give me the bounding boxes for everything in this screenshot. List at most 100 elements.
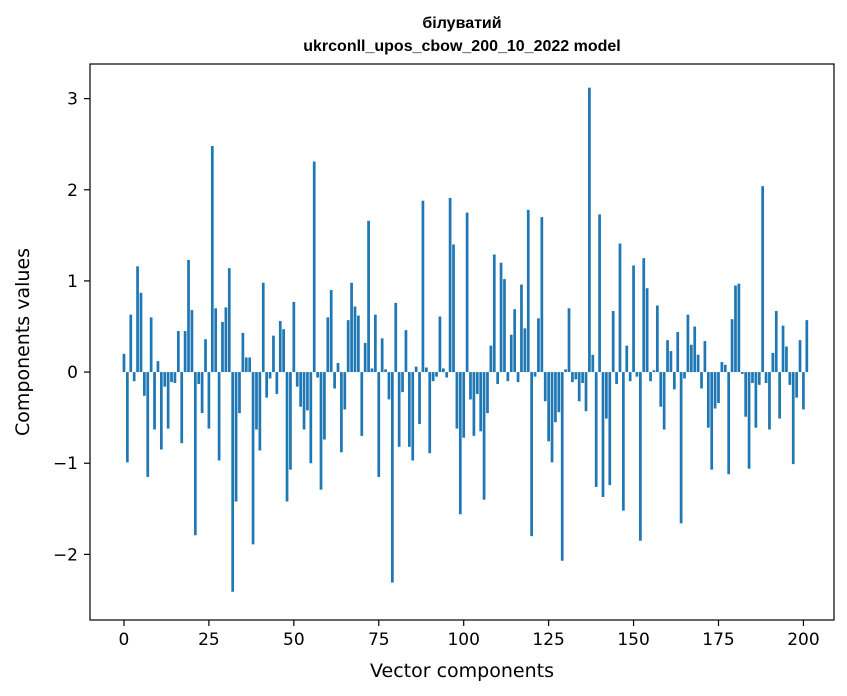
bar-65 (343, 372, 347, 410)
bar-105 (479, 372, 483, 432)
bar-199 (798, 340, 802, 373)
x-tick-label: 175 (702, 630, 734, 650)
bar-193 (778, 372, 781, 419)
bar-156 (652, 370, 656, 373)
bar-95 (445, 372, 449, 378)
bar-180 (734, 285, 737, 373)
bar-15 (173, 372, 177, 384)
bar-163 (676, 331, 680, 373)
y-tick-label: 3 (67, 90, 78, 110)
bar-160 (666, 340, 669, 373)
bar-52 (299, 372, 302, 407)
bar-170 (700, 372, 703, 389)
bar-88 (421, 200, 425, 373)
bar-190 (768, 372, 771, 430)
bar-87 (418, 372, 421, 425)
bar-7 (146, 372, 150, 477)
x-tick-label: 75 (368, 630, 390, 650)
bar-121 (533, 372, 537, 377)
bar-10 (156, 361, 160, 373)
bar-68 (353, 306, 357, 373)
bar-11 (159, 372, 163, 450)
bar-165 (683, 372, 686, 379)
bar-84 (407, 372, 411, 447)
bar-131 (567, 308, 571, 373)
bar-79 (391, 372, 394, 583)
bar-28 (217, 372, 221, 461)
bar-30 (224, 307, 228, 373)
bars-group (122, 87, 809, 592)
bar-4 (136, 266, 139, 373)
bar-198 (795, 372, 798, 398)
bar-22 (197, 372, 201, 384)
bar-113 (506, 372, 510, 382)
bar-166 (686, 314, 690, 373)
bar-26 (210, 146, 214, 373)
bar-59 (323, 372, 326, 440)
bar-70 (360, 372, 364, 436)
bar-8 (149, 317, 153, 373)
bar-27 (214, 308, 218, 373)
bar-197 (791, 372, 795, 465)
bar-126 (550, 372, 554, 463)
bar-169 (696, 354, 700, 373)
bar-36 (244, 357, 248, 373)
bar-0 (122, 353, 126, 373)
bar-130 (564, 369, 567, 373)
bar-17 (180, 372, 184, 444)
bar-167 (689, 344, 693, 373)
bar-54 (306, 372, 309, 411)
bar-118 (523, 328, 527, 373)
bar-51 (295, 372, 299, 387)
bar-125 (547, 372, 550, 442)
bar-141 (601, 372, 605, 497)
bar-90 (428, 372, 432, 454)
bar-148 (625, 345, 629, 373)
y-tick-label: 0 (67, 363, 78, 383)
y-tick-label: 2 (67, 181, 78, 201)
bar-176 (720, 362, 724, 373)
bar-146 (618, 243, 622, 373)
bar-107 (486, 372, 489, 414)
bar-132 (571, 372, 574, 383)
bar-145 (615, 372, 618, 384)
bar-86 (414, 366, 418, 373)
bar-117 (520, 284, 523, 373)
bar-35 (241, 332, 245, 373)
bar-137 (588, 87, 591, 373)
bar-92 (435, 372, 438, 377)
bar-89 (424, 367, 428, 373)
bar-53 (302, 372, 306, 430)
bar-128 (557, 372, 561, 413)
bar-82 (401, 372, 404, 393)
x-axis-label: Vector components (370, 660, 554, 682)
bar-97 (452, 244, 455, 373)
bar-129 (560, 372, 564, 561)
bar-91 (431, 372, 435, 382)
bar-153 (642, 258, 646, 373)
bar-192 (774, 311, 778, 373)
bar-135 (581, 372, 584, 384)
bar-114 (509, 334, 513, 373)
bar-57 (316, 372, 319, 378)
bar-186 (754, 372, 758, 428)
bar-43 (268, 372, 272, 379)
y-tick-label: 1 (67, 272, 78, 292)
bar-120 (530, 372, 533, 537)
bar-111 (499, 262, 503, 373)
bar-72 (367, 220, 370, 373)
bar-16 (176, 331, 180, 373)
bar-110 (496, 372, 500, 384)
bar-139 (594, 372, 598, 487)
bar-149 (628, 372, 632, 382)
bar-112 (503, 279, 506, 373)
bar-159 (662, 372, 666, 430)
bar-73 (370, 368, 374, 373)
y-axis-ticks: −2 −1 0 1 2 3 (53, 90, 90, 565)
bar-80 (394, 302, 398, 373)
bar-134 (577, 372, 581, 402)
bar-12 (163, 372, 167, 387)
bar-48 (285, 372, 289, 502)
chart-title-line-1: білуватий (422, 15, 501, 32)
bar-21 (193, 372, 197, 536)
